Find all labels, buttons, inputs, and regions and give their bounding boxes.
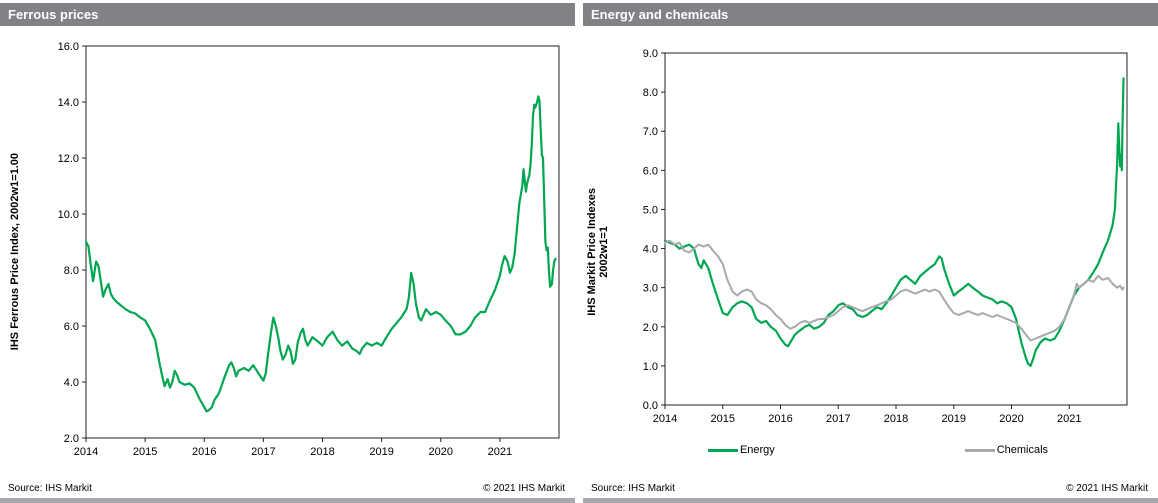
ferrous-chart: 2.0 4.0 6.0 8.0 10.0 12.0 14.0 16.0 2014 2015 2016… — [58, 41, 560, 458]
chemicals-line-swatch — [964, 448, 995, 452]
x-tick-label: 2015 — [711, 413, 735, 425]
x-tick-label: 2020 — [999, 413, 1023, 425]
y-tick-label: 5.0 — [643, 204, 658, 216]
energy-chemicals-chart: 0.0 1.0 2.0 3.0 4.0 5.0 6.0 7.0 8.0 9.0 2014 2015 20… — [643, 48, 1128, 425]
energy-line-swatch — [707, 448, 738, 452]
legend-item-chemicals: Chemicals — [964, 439, 1049, 461]
x-tick-label: 2017 — [251, 446, 275, 458]
x-tick-label: 2017 — [826, 413, 850, 425]
y-tick-label: 6.0 — [643, 165, 658, 177]
x-tick-label: 2016 — [192, 446, 216, 458]
y-tick-label: 6.0 — [64, 321, 79, 333]
y-tick-label: 4.0 — [64, 377, 79, 389]
energy-chemicals-chart-col: 0.0 1.0 2.0 3.0 4.0 5.0 6.0 7.0 8.0 9.0 2014 2015 20… — [613, 43, 1143, 461]
x-tick-label: 2021 — [488, 446, 512, 458]
energy-chemicals-panel-footer: Source: IHS Markit © 2021 IHS Markit — [583, 474, 1158, 498]
energy-chemicals-chart-area: IHS Markit Price Indexes 2002w1=1 0.0 1.0… — [583, 26, 1158, 474]
legend-label-chemicals: Chemicals — [996, 444, 1049, 456]
ferrous-panel-footer: Source: IHS Markit © 2021 IHS Markit — [0, 474, 575, 498]
x-tick-label: 2021 — [1057, 413, 1081, 425]
x-tick-label: 2019 — [369, 446, 393, 458]
x-tick-label: 2015 — [133, 446, 157, 458]
y-tick-label: 7.0 — [643, 126, 658, 138]
copyright-text: © 2021 IHS Markit — [483, 483, 565, 494]
x-tick-label: 2020 — [429, 446, 453, 458]
ihs-ferrous-price-index-line — [84, 95, 557, 413]
ferrous-chart-col: 2.0 4.0 6.0 8.0 10.0 12.0 14.0 16.0 2014 2015 2016… — [30, 36, 575, 468]
chemicals-line — [664, 239, 1125, 342]
x-tick-label: 2019 — [942, 413, 966, 425]
x-tick-label: 2014 — [653, 413, 677, 425]
panel-title: Energy and chemicals — [591, 7, 729, 22]
y-tick-label: 2.0 — [643, 322, 658, 334]
x-tick-label: 2014 — [74, 446, 98, 458]
x-tick-label: 2018 — [310, 446, 334, 458]
ferrous-y-axis-label: IHS Ferrous Price Index, 2002w1=1.00 — [9, 153, 21, 351]
ferrous-chart-area: IHS Ferrous Price Index, 2002w1=1.00 2.0… — [0, 26, 575, 474]
panel-title: Ferrous prices — [8, 7, 99, 22]
y-tick-label: 8.0 — [64, 265, 79, 277]
y-tick-label: 9.0 — [643, 48, 658, 60]
y-tick-label: 16.0 — [58, 41, 79, 53]
energy-chemicals-panel: Energy and chemicals IHS Markit Price In… — [583, 3, 1158, 503]
y-tick-label: 2.0 — [64, 433, 79, 445]
source-text: Source: IHS Markit — [591, 483, 675, 494]
chart-legend: Energy Chemicals — [613, 435, 1143, 461]
y-tick-label: 0.0 — [643, 400, 658, 412]
legend-label-energy: Energy — [739, 444, 775, 456]
y-tick-label: 3.0 — [643, 283, 658, 295]
y-tick-label: 8.0 — [643, 87, 658, 99]
y-tick-label: 1.0 — [643, 361, 658, 373]
energy-chemicals-panel-header: Energy and chemicals — [583, 3, 1158, 26]
legend-item-energy: Energy — [707, 439, 775, 461]
ferrous-panel-header: Ferrous prices — [0, 3, 575, 26]
x-tick-label: 2018 — [884, 413, 908, 425]
source-text: Source: IHS Markit — [8, 483, 92, 494]
x-tick-label: 2016 — [768, 413, 792, 425]
copyright-text: © 2021 IHS Markit — [1066, 483, 1148, 494]
y-tick-label: 4.0 — [643, 244, 658, 256]
y-tick-label: 14.0 — [58, 97, 79, 109]
energy-chemicals-y-axis-label: IHS Markit Price Indexes 2002w1=1 — [586, 188, 610, 316]
ferrous-panel: Ferrous prices IHS Ferrous Price Index, … — [0, 3, 575, 503]
y-tick-label: 12.0 — [58, 153, 79, 165]
energy-line — [663, 77, 1125, 367]
y-tick-label: 10.0 — [58, 209, 79, 221]
